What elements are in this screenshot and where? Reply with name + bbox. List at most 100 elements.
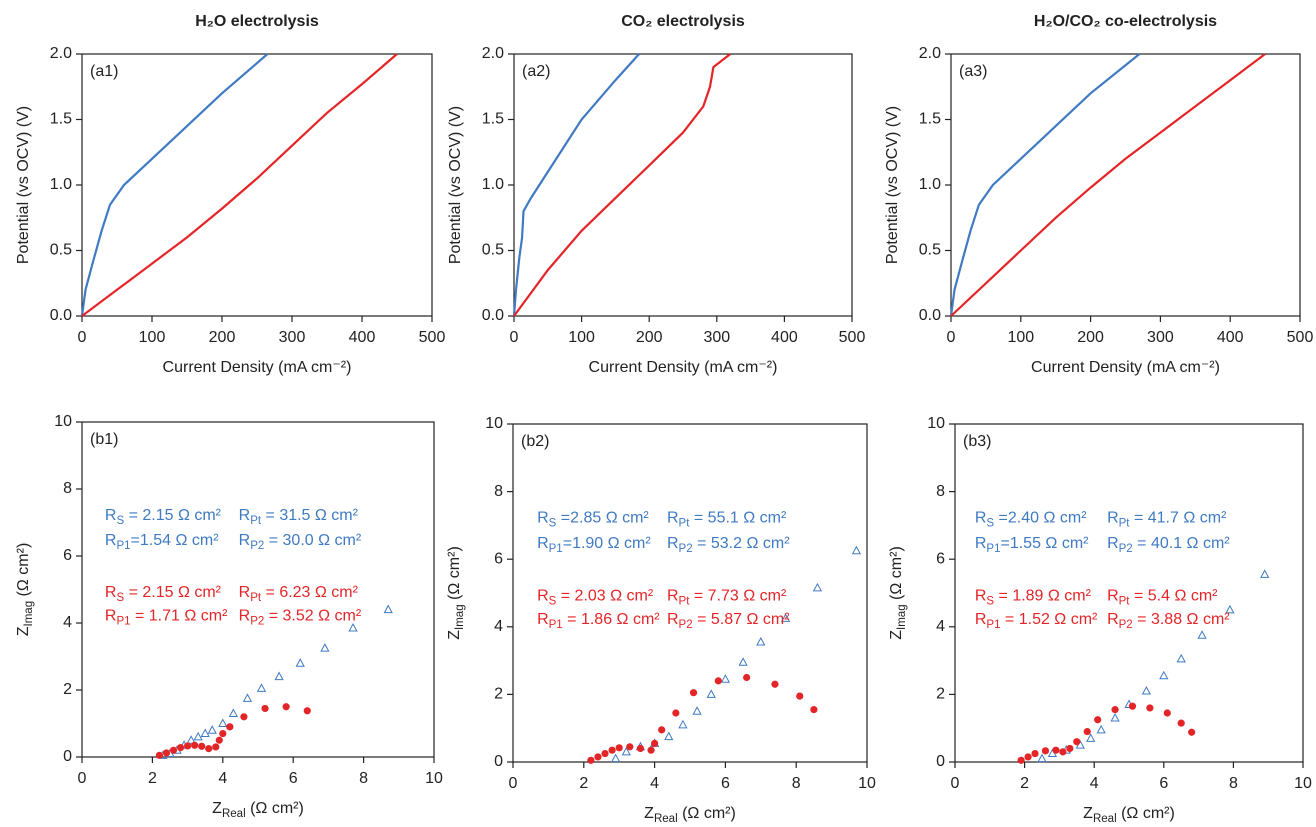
data-point <box>212 743 220 751</box>
x-tick-label: 400 <box>1217 329 1244 346</box>
annotation-sub: P2 <box>250 615 264 627</box>
annotation-base: R <box>975 510 987 527</box>
annotation: RS = 2.15 Ω cm² <box>105 507 222 527</box>
annotation-sub: S <box>986 518 994 530</box>
annotation-rest: = 2.03 Ω cm² <box>556 588 654 605</box>
data-point <box>1066 744 1074 753</box>
y-tick-label: 2 <box>63 681 72 698</box>
annotation-rest: = 2.15 Ω cm² <box>124 584 222 601</box>
x-tick-label: 10 <box>425 770 443 787</box>
y-tick-label: 0.5 <box>482 242 504 259</box>
data-point <box>651 739 659 748</box>
annotation: RPt = 41.7 Ω cm² <box>1107 510 1227 530</box>
data-point <box>810 706 818 714</box>
y-tick-label: 8 <box>494 483 503 500</box>
column-title: H₂O/CO₂ co-electrolysis <box>1034 13 1217 30</box>
annotation-sub: P1 <box>986 619 1000 631</box>
data-point <box>184 742 192 750</box>
data-point <box>1163 709 1171 717</box>
data-point <box>274 671 284 681</box>
annotation-base: R <box>1107 611 1119 628</box>
column-title: CO₂ electrolysis <box>621 13 745 30</box>
y-tick-label: 10 <box>54 413 72 430</box>
data-point <box>228 708 239 717</box>
data-line <box>950 53 1266 317</box>
data-point <box>621 746 631 756</box>
y-tick-label: 0.0 <box>919 307 941 324</box>
y-tick-label: 1.0 <box>482 176 504 193</box>
y-axis-label-base: Z <box>15 626 32 636</box>
annotation-sub: P2 <box>250 540 264 552</box>
y-tick-label: 1.5 <box>919 111 941 128</box>
data-point <box>611 753 621 763</box>
annotation-base: R <box>239 532 251 549</box>
data-point <box>756 636 766 646</box>
annotation: RP2 = 3.88 Ω cm² <box>1107 611 1230 631</box>
annotation-rest: = 30.0 Ω cm² <box>264 532 362 549</box>
x-tick-label: 100 <box>139 329 166 346</box>
annotation: RS = 1.89 Ω cm² <box>975 588 1092 608</box>
x-tick-label: 0 <box>78 770 87 787</box>
annotation-rest: = 31.5 Ω cm² <box>261 507 359 524</box>
y-axis-label-rest: (Ω cm²) <box>888 546 905 604</box>
data-point <box>282 703 290 711</box>
annotation-rest: =1.55 Ω cm² <box>1000 535 1089 552</box>
y-tick-label: 2.0 <box>919 45 941 62</box>
annotation-rest: =2.85 Ω cm² <box>556 510 649 527</box>
annotation-sub: P2 <box>1119 619 1133 631</box>
data-point <box>647 746 655 754</box>
y-axis-label-rest: (Ω cm²) <box>15 543 32 601</box>
annotation: RPt = 7.73 Ω cm² <box>667 588 787 608</box>
y-axis-label-sub: Imag <box>23 601 35 627</box>
y-tick-label: 1.0 <box>919 176 941 193</box>
annotation-rest: = 1.52 Ω cm² <box>1000 611 1098 628</box>
x-axis-label-base: Z <box>644 805 654 822</box>
panel-label: (a3) <box>959 63 987 80</box>
x-tick-label: 2 <box>579 775 588 792</box>
annotation-rest: = 3.52 Ω cm² <box>264 608 362 625</box>
x-tick-label: 6 <box>721 775 730 792</box>
annotation-rest: = 40.1 Ω cm² <box>1133 535 1231 552</box>
y-tick-label: 1.5 <box>482 111 504 128</box>
y-tick-label: 6 <box>936 550 945 567</box>
data-line <box>513 53 731 317</box>
annotation-base: R <box>537 611 549 628</box>
x-axis-label-sub: Real <box>222 808 246 820</box>
annotation: RP1=1.55 Ω cm² <box>975 535 1089 555</box>
annotation-sub: S <box>116 515 124 527</box>
plot-frame <box>512 423 868 763</box>
annotation-sub: Pt <box>250 515 262 527</box>
data-point <box>1146 704 1154 712</box>
x-tick-label: 300 <box>703 329 730 346</box>
data-point <box>193 731 203 741</box>
y-tick-label: 4 <box>494 618 503 635</box>
plot-frame <box>954 423 1304 763</box>
data-point <box>1017 756 1025 764</box>
x-tick-label: 2 <box>1020 775 1029 792</box>
data-point <box>240 713 248 721</box>
x-axis-label: Current Density (mA cm⁻²) <box>589 359 778 376</box>
data-point <box>626 743 634 751</box>
annotation-base: R <box>1107 588 1119 605</box>
annotation-base: R <box>105 532 117 549</box>
data-point <box>169 746 178 754</box>
annotation: RP2 = 53.2 Ω cm² <box>667 535 790 555</box>
y-tick-label: 4 <box>63 614 72 631</box>
data-point <box>1083 727 1091 736</box>
annotation-sub: S <box>116 592 124 604</box>
data-point <box>1031 749 1039 758</box>
annotation-sub: P1 <box>549 619 563 631</box>
y-tick-label: 0 <box>494 753 503 770</box>
annotation: RP2 = 3.52 Ω cm² <box>239 608 362 628</box>
annotation-base: R <box>537 535 549 552</box>
data-point <box>1188 728 1196 736</box>
data-point <box>608 746 616 754</box>
data-point <box>162 749 171 757</box>
annotation-base: R <box>105 584 117 601</box>
data-point <box>780 613 791 622</box>
data-point <box>743 673 751 682</box>
data-point <box>1052 746 1060 754</box>
y-axis-label-sub: Imag <box>896 604 908 630</box>
data-point <box>218 718 228 727</box>
y-tick-label: 0.5 <box>919 242 941 259</box>
